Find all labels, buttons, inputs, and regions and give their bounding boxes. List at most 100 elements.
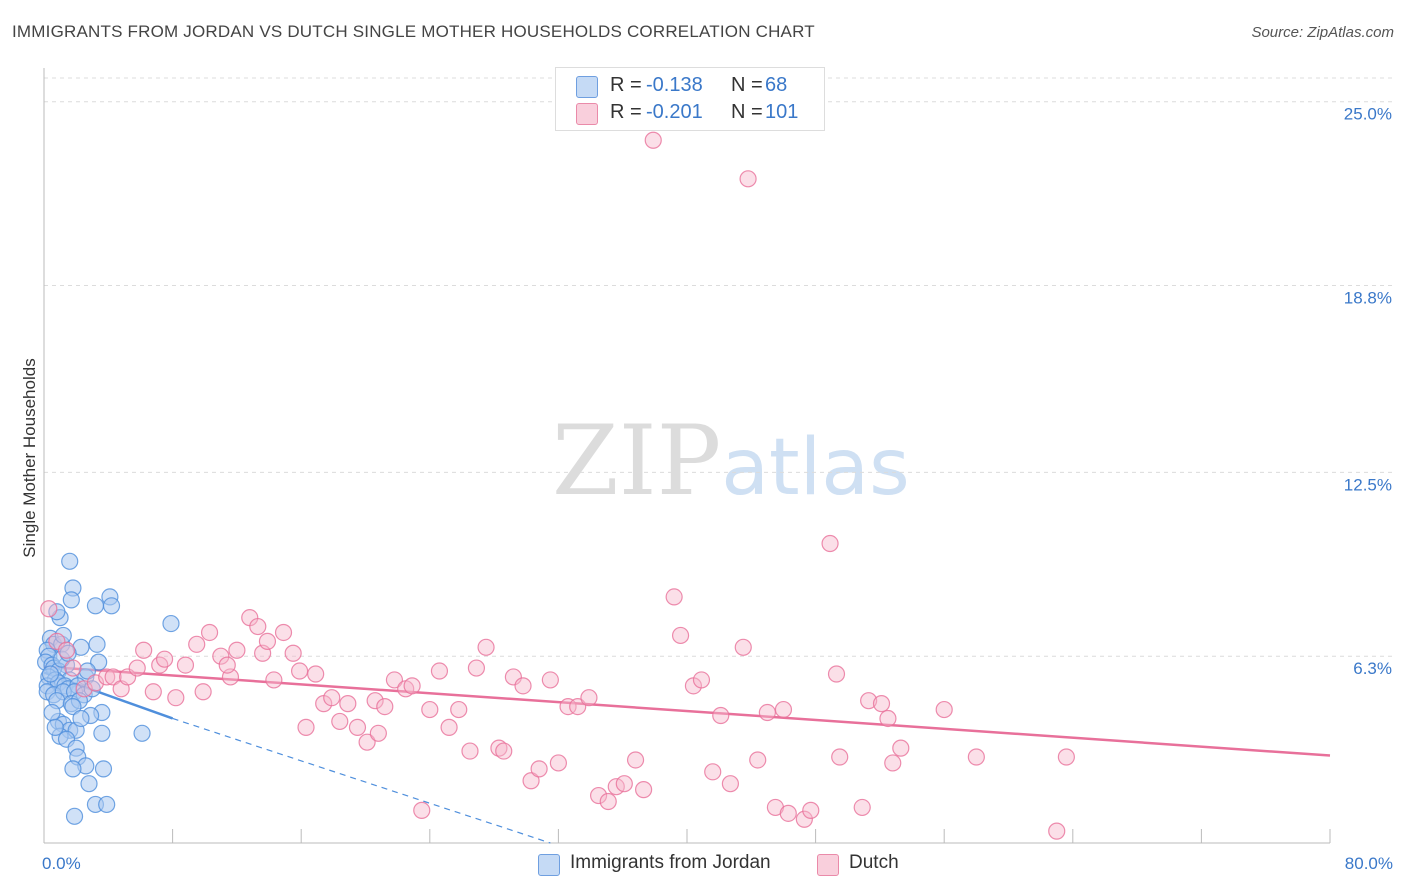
dutch-point xyxy=(831,748,849,766)
jordan-point xyxy=(64,760,82,778)
dutch-point xyxy=(1057,748,1075,766)
watermark-zip: ZIP xyxy=(552,405,722,517)
dutch-trend-line xyxy=(43,665,1331,757)
jordan-point xyxy=(93,724,111,742)
tick-labels: 6.3% 12.5% 18.8% 25.0% 0.0% 80.0% xyxy=(42,105,1393,873)
x-tick-label: 0.0% xyxy=(42,854,81,873)
dutch-point xyxy=(559,698,577,716)
dutch-point xyxy=(339,695,357,713)
dutch-point xyxy=(467,659,486,677)
dutch-point xyxy=(358,733,376,751)
dutch-point xyxy=(104,668,122,686)
dutch-point xyxy=(228,641,246,659)
dutch-point xyxy=(860,692,878,710)
dutch-point xyxy=(440,718,458,736)
dutch-point xyxy=(795,810,813,828)
dutch-point xyxy=(144,683,162,701)
jordan-point xyxy=(61,552,79,570)
dutch-point xyxy=(57,641,76,659)
dutch-point xyxy=(522,772,540,790)
jordan-point xyxy=(41,665,60,683)
dutch-point xyxy=(155,650,174,668)
dutch-point xyxy=(692,671,711,689)
y-tick-label: 12.5% xyxy=(1344,475,1392,494)
jordan-point xyxy=(64,698,82,716)
dutch-point xyxy=(212,647,230,665)
legend-n-label: N = xyxy=(731,74,763,96)
dutch-point xyxy=(297,718,315,736)
dutch-point xyxy=(369,724,387,742)
dutch-point xyxy=(541,671,559,689)
x-tick-label: 80.0% xyxy=(1345,854,1393,873)
watermark-atlas: atlas xyxy=(721,423,910,513)
dutch-point xyxy=(274,623,293,642)
dutch-point xyxy=(774,700,793,719)
chart-title: IMMIGRANTS FROM JORDAN VS DUTCH SINGLE M… xyxy=(12,22,815,41)
dutch-point xyxy=(194,683,212,701)
dutch-point xyxy=(879,709,897,728)
dutch-point xyxy=(967,748,985,766)
legend-r-value: -0.201 xyxy=(646,101,703,123)
dutch-point xyxy=(348,718,367,736)
legend-n-value: 68 xyxy=(765,74,788,96)
bottom-legend-label-dutch: Dutch xyxy=(849,852,899,873)
legend-r-value: -0.138 xyxy=(646,74,703,96)
dutch-point xyxy=(385,671,404,689)
dutch-point xyxy=(98,668,116,686)
legend-swatch-jordan xyxy=(576,76,598,98)
dutch-point xyxy=(626,751,645,769)
dutch-point xyxy=(128,659,146,677)
jordan-point xyxy=(43,703,61,722)
dutch-point xyxy=(853,798,871,817)
jordan-point xyxy=(78,662,97,680)
y-axis-label: Single Mother Households xyxy=(20,358,39,557)
dutch-point xyxy=(758,703,776,722)
dutch-point xyxy=(403,677,421,695)
dutch-point xyxy=(200,623,219,642)
jordan-point xyxy=(80,775,98,793)
dutch-point xyxy=(589,786,608,805)
dutch-point xyxy=(530,760,548,778)
correlation-legend: R = -0.138 N = 68 R = -0.201 N = 101 xyxy=(555,67,825,131)
dutch-point xyxy=(514,677,532,695)
dutch-point xyxy=(802,801,820,819)
dutch-point xyxy=(749,751,767,769)
bottom-legend-swatch-dutch xyxy=(817,854,839,876)
dutch-point xyxy=(430,662,449,680)
dutch-point xyxy=(188,635,206,653)
dutch-point xyxy=(176,656,195,674)
dutch-point xyxy=(265,671,283,689)
dutch-point xyxy=(323,689,341,707)
dutch-point xyxy=(549,754,568,772)
grid-lines xyxy=(44,77,1392,657)
dutch-point xyxy=(450,700,468,719)
dutch-point xyxy=(1048,822,1066,840)
dutch-point xyxy=(421,700,439,719)
jordan-point xyxy=(102,597,121,615)
jordan-point xyxy=(46,718,64,736)
source-label: Source: ZipAtlas.com xyxy=(1251,24,1394,41)
legend-r-label: R = xyxy=(610,101,642,123)
dutch-point xyxy=(249,617,267,636)
jordan-point xyxy=(162,614,180,633)
legend-r-label: R = xyxy=(610,74,642,96)
jordan-point xyxy=(62,591,80,609)
dutch-point xyxy=(935,700,953,719)
data-points xyxy=(37,131,1075,840)
jordan-point xyxy=(86,597,105,615)
dutch-point xyxy=(704,763,722,781)
dutch-point xyxy=(64,659,82,677)
jordan-trend-extension xyxy=(172,717,551,844)
jordan-point xyxy=(98,795,116,814)
dutch-point xyxy=(258,632,277,650)
dutch-point xyxy=(495,742,513,760)
dutch-point xyxy=(218,656,236,674)
dutch-point xyxy=(290,662,309,680)
y-tick-label: 25.0% xyxy=(1344,105,1392,124)
jordan-point xyxy=(72,709,90,728)
bottom-legend-swatch-jordan xyxy=(538,854,560,876)
dutch-point xyxy=(644,131,662,149)
trend-lines xyxy=(43,665,1331,844)
dutch-point xyxy=(779,804,797,822)
jordan-point xyxy=(88,635,106,653)
